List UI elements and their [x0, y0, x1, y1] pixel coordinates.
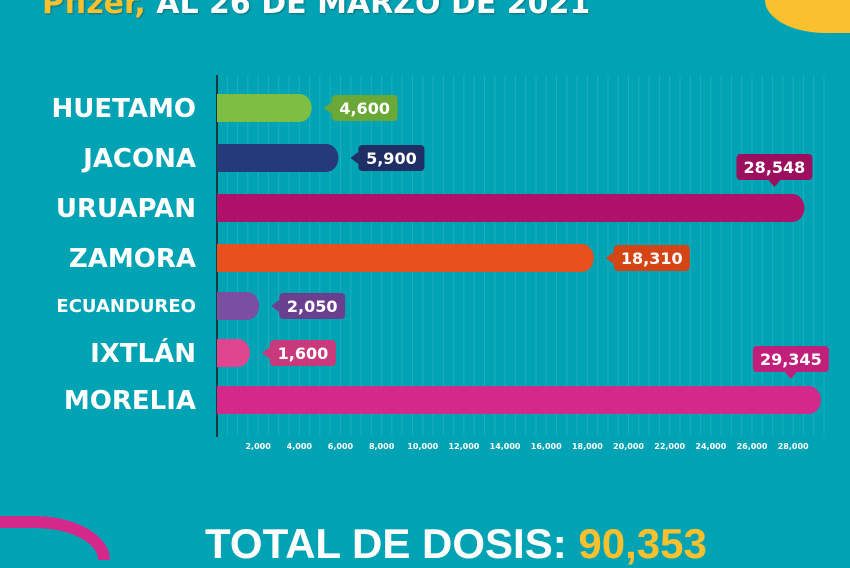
value-label-box	[736, 154, 813, 180]
bar-chart: 2,000 4,000 6,000 8,000 10,000 12,000 14,000 16…	[52, 75, 829, 451]
value-label: 29,345	[760, 350, 822, 369]
total-value: 90,353	[578, 520, 707, 567]
value-label: 4,600	[339, 99, 390, 118]
total-label: TOTAL DE DOSIS:	[205, 520, 579, 567]
value-label: 28,548	[744, 158, 806, 177]
value-label-pointer	[271, 300, 280, 312]
x-tick-label: 4,000	[287, 442, 313, 451]
x-tick-label: 2,000	[245, 442, 271, 451]
total-doses: TOTAL DE DOSIS: 90,353	[205, 520, 707, 568]
value-label-box	[613, 245, 690, 271]
category-label: MORELIA	[64, 386, 196, 416]
category-label: URUAPAN	[56, 194, 196, 224]
category-label: IXTLÁN	[90, 337, 196, 369]
value-label-pointer	[261, 347, 270, 359]
bar-ixtlán	[217, 339, 250, 367]
bar-jacona	[217, 144, 339, 172]
value-label: 2,050	[287, 297, 338, 316]
value-label-pointer	[350, 152, 359, 164]
value-label: 1,600	[278, 344, 329, 363]
x-tick-label: 24,000	[695, 442, 726, 451]
value-label-pointer	[605, 252, 614, 264]
category-label: ECUANDUREO	[56, 296, 196, 317]
x-tick-label: 12,000	[448, 442, 479, 451]
x-tick-label: 14,000	[490, 442, 521, 451]
x-tick-label: 18,000	[572, 442, 603, 451]
bar-uruapan	[217, 194, 805, 222]
value-label-box	[331, 95, 398, 121]
category-label: JACONA	[81, 144, 196, 174]
x-tick-label: 26,000	[737, 442, 768, 451]
x-tick-label: 8,000	[369, 442, 395, 451]
x-tick-label: 28,000	[778, 442, 809, 451]
decorative-magenta-circle	[0, 516, 110, 560]
value-label-pointer	[768, 180, 781, 187]
value-label: 5,900	[366, 149, 417, 168]
bar-morelia	[217, 386, 821, 414]
value-label: 18,310	[621, 249, 683, 268]
category-label: HUETAMO	[52, 94, 196, 124]
value-label-box	[279, 293, 346, 319]
x-tick-label: 16,000	[531, 442, 562, 451]
value-label-box	[269, 340, 336, 366]
bar-zamora	[217, 244, 594, 272]
category-label: ZAMORA	[69, 244, 196, 274]
x-tick-label: 20,000	[613, 442, 644, 451]
x-tick-label: 22,000	[654, 442, 685, 451]
value-label-pointer	[784, 372, 797, 379]
value-label-pointer	[323, 102, 332, 114]
value-label-box	[752, 346, 829, 372]
x-tick-label: 10,000	[407, 442, 438, 451]
title-highlight: Pfizer,	[42, 0, 146, 21]
value-label-box	[358, 145, 425, 171]
bar-ecuandureo	[217, 292, 260, 320]
page-title: Pfizer, AL 26 DE MARZO DE 2021	[42, 0, 590, 21]
bar-huetamo	[217, 94, 312, 122]
title-rest: AL 26 DE MARZO DE 2021	[145, 0, 591, 21]
x-tick-label: 6,000	[328, 442, 354, 451]
